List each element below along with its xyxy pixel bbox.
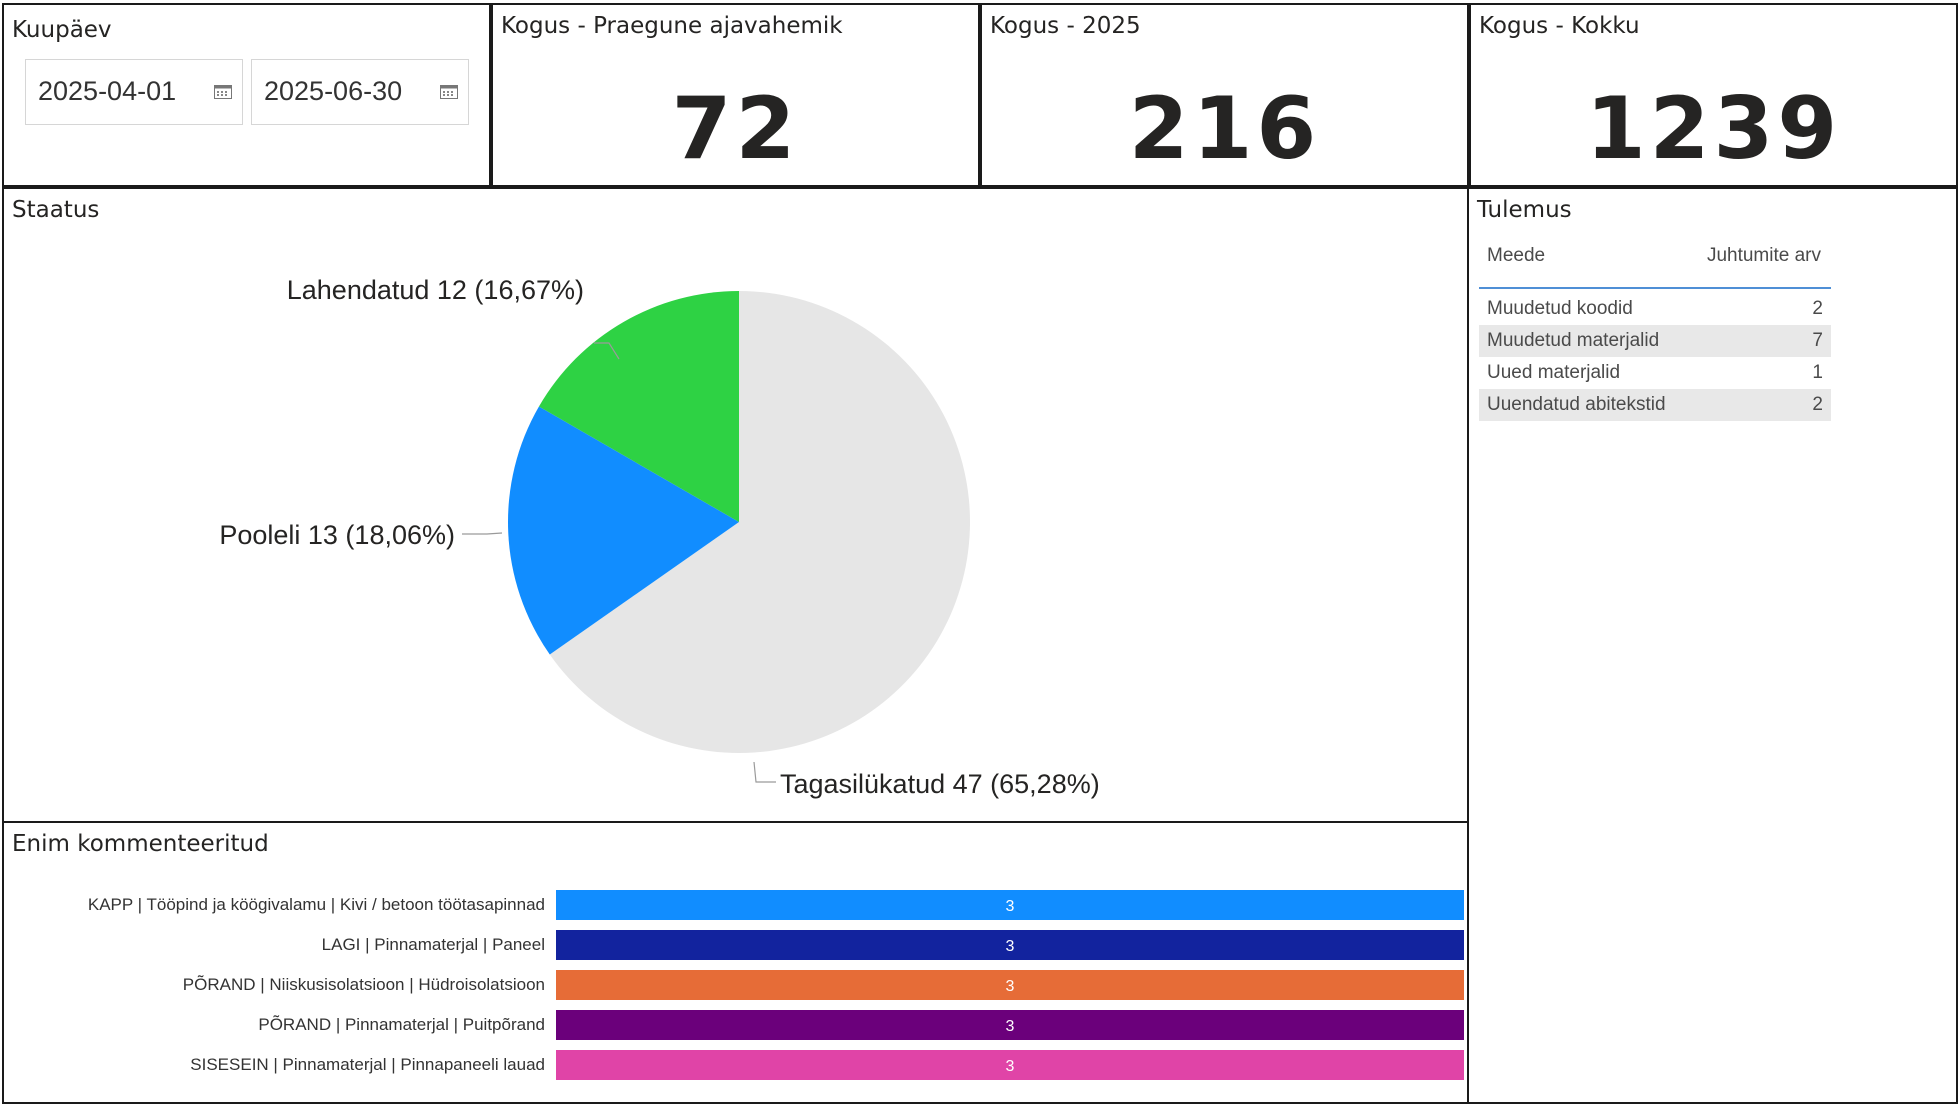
kpi-title: Kogus - Kokku	[1479, 13, 1640, 39]
bar[interactable]	[556, 1010, 1464, 1040]
pie-slice-resolved[interactable]	[538, 291, 739, 522]
status-pie-chart[interactable]: Lahendatud 12 (16,67%) Pooleli 13 (18,06…	[4, 189, 1467, 821]
results-title: Tulemus	[1477, 197, 1572, 223]
bar-data-label: 3	[1006, 938, 1015, 955]
row-value: 2	[1812, 298, 1823, 319]
row-name: Uued materjalid	[1487, 362, 1621, 383]
start-date-input[interactable]: 2025-04-01	[25, 59, 243, 125]
bar-category-label: KAPP | Tööpind ja köögivalamu | Kivi / b…	[87, 895, 545, 914]
kpi-card-total: Kogus - Kokku 1239	[1469, 3, 1958, 187]
bar-data-label: 3	[1006, 978, 1015, 995]
kpi-value: 1239	[1585, 79, 1842, 179]
kpi-title: Kogus - Praegune ajavahemik	[501, 13, 843, 39]
table-header: Meede Juhtumite arv	[1479, 245, 1831, 289]
row-value: 1	[1812, 362, 1823, 383]
start-date-value: 2025-04-01	[38, 76, 177, 106]
pie-label-rejected: Tagasilükatud 47 (65,28%)	[780, 769, 1100, 799]
leader-line	[753, 761, 776, 783]
bar-data-label: 3	[1006, 898, 1015, 915]
table-row[interactable]: Muudetud materjalid 7	[1479, 325, 1831, 357]
leader-line	[462, 532, 503, 535]
results-panel: Tulemus Meede Juhtumite arv Muudetud koo…	[1467, 187, 1958, 1104]
row-name: Muudetud materjalid	[1487, 330, 1660, 351]
table-row[interactable]: Muudetud koodid 2	[1479, 293, 1831, 325]
table-row[interactable]: Uued materjalid 1	[1479, 357, 1831, 389]
col-header-measure[interactable]: Meede	[1487, 245, 1546, 266]
row-name: Muudetud koodid	[1487, 298, 1633, 319]
bar-category-labels: KAPP | Tööpind ja köögivalamu | Kivi / b…	[4, 823, 545, 1102]
bar-category-label: PÕRAND | Niiskusisolatsioon | Hüdroisola…	[182, 975, 545, 994]
kpi-card-current-period: Kogus - Praegune ajavahemik 72	[491, 3, 980, 187]
calendar-icon[interactable]	[214, 84, 232, 99]
bar-data-label: 3	[1006, 1058, 1015, 1075]
row-value: 2	[1812, 394, 1823, 415]
date-filter-panel: Kuupäev 2025-04-01 2025-06-30	[2, 3, 491, 187]
bar[interactable]	[556, 890, 1464, 920]
bar[interactable]	[556, 930, 1464, 960]
end-date-input[interactable]: 2025-06-30	[251, 59, 469, 125]
most-commented-panel: Enim kommenteeritud KAPP | Tööpind ja kö…	[2, 821, 1469, 1104]
results-table: Meede Juhtumite arv Muudetud koodid 2 Mu…	[1479, 245, 1831, 421]
status-chart-title: Staatus	[12, 197, 100, 223]
row-value: 7	[1812, 330, 1823, 351]
row-name: Uuendatud abitekstid	[1487, 394, 1666, 415]
most-commented-title: Enim kommenteeritud	[12, 831, 269, 857]
col-header-count[interactable]: Juhtumite arv	[1706, 245, 1821, 266]
calendar-icon[interactable]	[440, 84, 458, 99]
pie-slice-in-progress[interactable]	[508, 406, 739, 655]
bar-category-label: SISESEIN | Pinnamaterjal | Pinnapaneeli …	[190, 1055, 545, 1074]
bar-category-label: LAGI | Pinnamaterjal | Paneel	[321, 935, 545, 954]
kpi-card-2025: Kogus - 2025 216	[980, 3, 1469, 187]
most-commented-bar-chart[interactable]: 3 3 3 3 3	[4, 823, 1467, 1102]
bar[interactable]	[556, 970, 1464, 1000]
bar-category-label: PÕRAND | Pinnamaterjal | Puitpõrand	[258, 1015, 545, 1034]
bar[interactable]	[556, 1050, 1464, 1080]
status-chart-panel: Staatus Lahendatud 12 (16,67%) Pooleli 1…	[2, 187, 1469, 823]
end-date-value: 2025-06-30	[264, 76, 403, 106]
pie-label-in-progress: Pooleli 13 (18,06%)	[219, 520, 455, 550]
kpi-value: 216	[1128, 79, 1321, 179]
table-row[interactable]: Uuendatud abitekstid 2	[1479, 389, 1831, 421]
date-filter-title: Kuupäev	[12, 17, 112, 43]
bar-data-label: 3	[1006, 1018, 1015, 1035]
pie-label-resolved: Lahendatud 12 (16,67%)	[287, 275, 584, 305]
kpi-value: 72	[671, 79, 800, 179]
kpi-title: Kogus - 2025	[990, 13, 1141, 39]
pie-slice-rejected[interactable]	[549, 291, 970, 753]
leader-line	[594, 342, 620, 360]
